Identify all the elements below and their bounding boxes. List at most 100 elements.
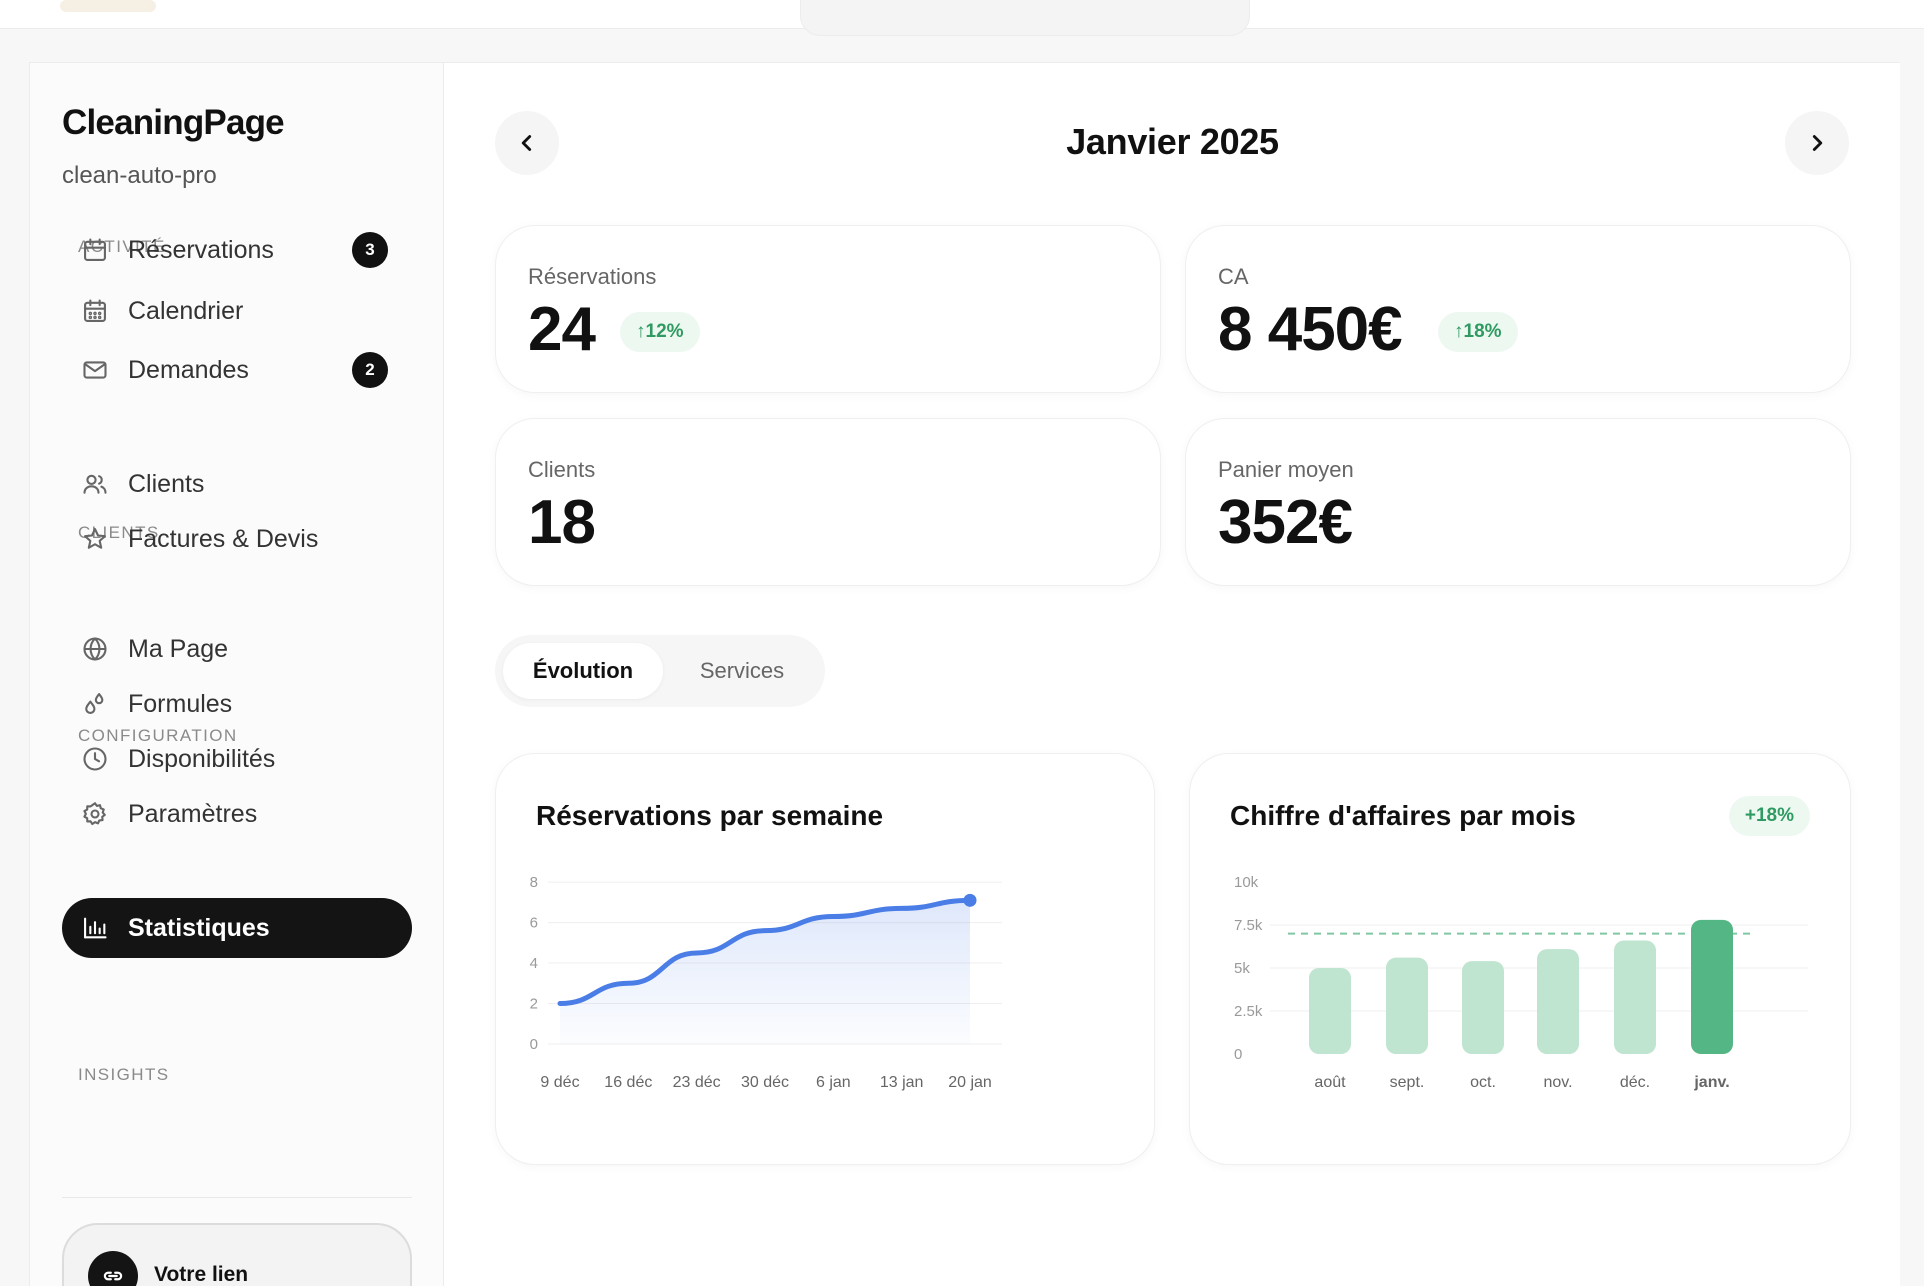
app-window: CleaningPage clean-auto-pro Activité Rés… <box>29 62 1900 1286</box>
sidebar-item-label: Formules <box>128 689 233 718</box>
x-tick-label: sept. <box>1390 1074 1425 1091</box>
sidebar-item-ma-page[interactable]: Ma Page <box>62 619 412 679</box>
sidebar-item-label: Réservations <box>128 235 274 264</box>
view-tabs: Évolution Services <box>495 635 825 707</box>
sidebar-item-label: Demandes <box>128 355 249 384</box>
x-tick-label: août <box>1314 1074 1346 1091</box>
bar <box>1309 968 1351 1054</box>
mail-icon <box>80 355 110 385</box>
x-tick-label: déc. <box>1620 1074 1650 1091</box>
topbar-pill <box>800 0 1250 36</box>
kpi-label: CA <box>1218 264 1249 289</box>
kpi-card-panier-moyen: Panier moyen 352€ <box>1185 418 1851 586</box>
y-tick-label: 0 <box>530 1036 538 1053</box>
chart-title: Réservations par semaine <box>536 800 884 831</box>
notification-badge: 3 <box>352 232 388 268</box>
public-link-label: Votre lien <box>154 1263 249 1286</box>
x-tick-label: 20 jan <box>948 1074 992 1091</box>
x-tick-label: 16 déc <box>604 1074 652 1091</box>
tab-services[interactable]: Services <box>699 658 785 683</box>
kpi-label: Clients <box>528 457 596 482</box>
kpi-delta-badge: ↑12% <box>620 312 700 352</box>
public-link-card[interactable]: Votre lien <box>62 1223 412 1286</box>
sidebar-item-reservations[interactable]: Réservations 3 <box>62 220 412 280</box>
revenue-bar-chart: 0 2.5k 5k 7.5k 10k août sept. oct. nov. déc. janv. <box>1234 874 1808 1091</box>
section-configuration: Configuration <box>78 726 238 745</box>
x-tick-label: janv. <box>1693 1074 1729 1091</box>
calendar-grid-icon <box>80 296 110 326</box>
y-tick-label: 2 <box>530 996 538 1013</box>
y-tick-label: 4 <box>530 955 538 972</box>
globe-icon <box>80 634 110 664</box>
page-title-month: Janvier 2025 <box>1066 121 1279 162</box>
account-slug: clean-auto-pro <box>62 162 217 189</box>
chevron-right-icon <box>1812 135 1823 151</box>
star-icon <box>80 524 110 554</box>
x-tick-label: oct. <box>1470 1074 1496 1091</box>
series-area <box>560 900 970 1044</box>
bar <box>1614 940 1656 1054</box>
sidebar-item-formules[interactable]: Formules <box>62 674 412 734</box>
x-tick-label: 30 déc <box>741 1074 789 1091</box>
x-tick-label: 9 déc <box>540 1074 579 1091</box>
x-tick-label: 23 déc <box>673 1074 721 1091</box>
link-icon <box>88 1251 138 1286</box>
brand-name: CleaningPage <box>62 103 285 142</box>
bar-chart-icon <box>80 913 110 943</box>
main-content: Janvier 2025 Réservations 24 ↑12% CA 8 4… <box>445 63 1900 1286</box>
tab-evolution[interactable]: Évolution <box>503 643 663 699</box>
sidebar-item-statistiques[interactable]: Statistiques <box>62 898 412 958</box>
x-tick-label: nov. <box>1543 1074 1572 1091</box>
x-tick-label: 6 jan <box>816 1074 851 1091</box>
sidebar-item-label: Ma Page <box>128 634 229 663</box>
chart-card-reservations: Réservations par semaine 0 2 4 6 8 9 déc 16 dé… <box>495 753 1155 1165</box>
topbar-logo <box>60 0 156 12</box>
sidebar-item-label: Statistiques <box>128 913 270 942</box>
kpi-card-reservations: Réservations 24 ↑12% <box>495 225 1161 393</box>
sidebar-item-label: Clients <box>128 469 205 498</box>
sidebar-item-label: Calendrier <box>128 296 244 325</box>
sidebar-item-factures-devis[interactable]: Factures & Devis <box>62 509 412 569</box>
section-clients: Clients <box>78 523 160 542</box>
gear-icon <box>80 799 110 829</box>
chevron-left-icon <box>521 135 532 151</box>
y-tick-label: 2.5k <box>1234 1003 1263 1020</box>
prev-month-button[interactable] <box>495 111 559 175</box>
sidebar-item-demandes[interactable]: Demandes 2 <box>62 340 412 400</box>
kpi-value: 18 <box>528 488 596 557</box>
sidebar-item-label: Paramètres <box>128 799 258 828</box>
bar <box>1537 949 1579 1054</box>
sidebar: CleaningPage clean-auto-pro Activité Rés… <box>30 63 444 1286</box>
drops-icon <box>80 689 110 719</box>
bar <box>1386 957 1428 1054</box>
sidebar-item-disponibilites[interactable]: Disponibilités <box>62 729 412 789</box>
sidebar-item-label: Disponibilités <box>128 744 276 773</box>
series-line <box>557 897 973 1007</box>
kpi-label: Panier moyen <box>1218 457 1354 482</box>
kpi-value: 352€ <box>1218 488 1353 557</box>
kpi-value: 24 <box>528 295 596 364</box>
browser-top-bar <box>0 0 1924 36</box>
y-tick-label: 8 <box>530 874 538 891</box>
y-tick-label: 6 <box>530 915 538 932</box>
sidebar-item-clients[interactable]: Clients <box>62 454 412 514</box>
y-tick-label: 0 <box>1234 1046 1242 1063</box>
next-month-button[interactable] <box>1785 111 1849 175</box>
calendar-icon <box>80 235 110 265</box>
chart-title: Chiffre d'affaires par mois <box>1230 800 1576 831</box>
notification-badge: 2 <box>352 352 388 388</box>
x-tick-label: 13 jan <box>880 1074 924 1091</box>
kpi-value: 8 450€ <box>1218 295 1403 364</box>
reservations-line-chart: 0 2 4 6 8 9 déc 16 déc 23 déc 30 déc 6 jan 13 jan 2… <box>530 874 1002 1091</box>
sidebar-item-calendrier[interactable]: Calendrier <box>62 281 412 341</box>
chart-card-revenue: Chiffre d'affaires par mois +18% 0 2.5k 5k… <box>1189 753 1851 1165</box>
bar <box>1462 961 1504 1054</box>
y-tick-label: 7.5k <box>1234 917 1263 934</box>
chart-delta-badge: +18% <box>1728 796 1810 836</box>
bar <box>1691 919 1733 1054</box>
data-point <box>963 893 977 907</box>
kpi-label: Réservations <box>528 264 657 289</box>
clock-icon <box>80 744 110 774</box>
sidebar-item-parametres[interactable]: Paramètres <box>62 784 412 844</box>
y-tick-label: 10k <box>1234 874 1259 891</box>
